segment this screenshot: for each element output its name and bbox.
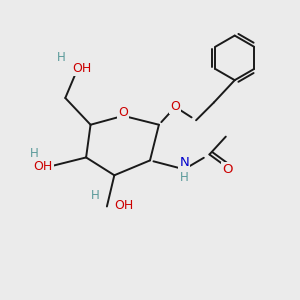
Text: N: N: [179, 156, 189, 169]
Text: OH: OH: [72, 62, 91, 75]
Text: H: H: [56, 51, 65, 64]
Text: H: H: [91, 189, 100, 202]
Text: O: O: [222, 163, 232, 176]
Text: O: O: [170, 100, 180, 113]
Text: O: O: [118, 106, 128, 119]
Text: OH: OH: [34, 160, 53, 173]
Text: OH: OH: [114, 200, 134, 212]
Text: H: H: [180, 171, 189, 184]
Text: H: H: [30, 147, 38, 161]
